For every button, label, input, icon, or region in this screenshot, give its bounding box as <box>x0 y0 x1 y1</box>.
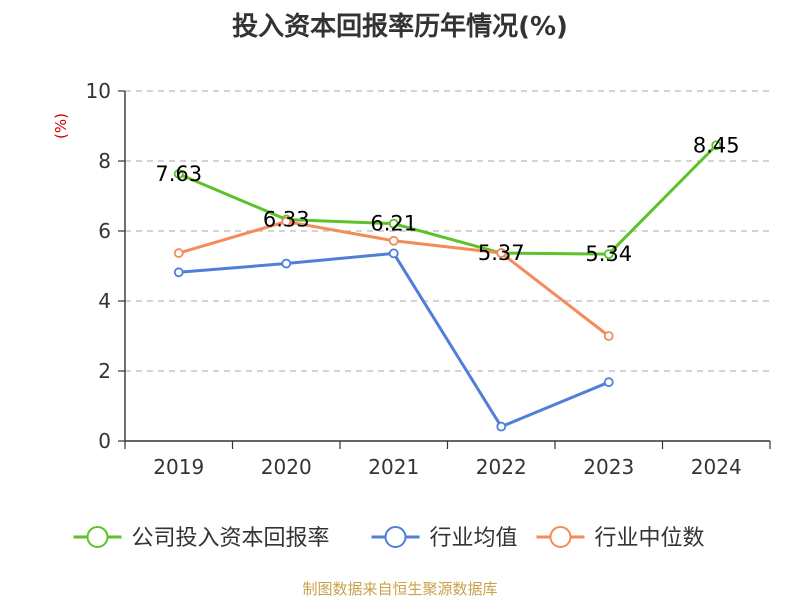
y-tick-label: 6 <box>98 219 111 243</box>
data-label: 6.21 <box>370 212 417 236</box>
legend-label: 公司投入资本回报率 <box>132 526 330 551</box>
y-tick-label: 10 <box>86 79 111 103</box>
legend-item-1[interactable]: 行业均值 <box>371 526 518 551</box>
data-point <box>388 235 399 246</box>
data-labels: 7.63 6.33 6.21 5.37 5.34 8.45 <box>155 133 739 266</box>
data-point <box>603 249 614 260</box>
data-point <box>603 331 614 341</box>
legend-marker <box>384 526 407 548</box>
series-line-1 <box>178 251 610 429</box>
data-point <box>173 267 184 278</box>
data-point <box>281 216 292 227</box>
y-axis-unit-label: (%) <box>52 113 70 139</box>
data-label: 7.63 <box>155 162 202 186</box>
x-tick-label: 2023 <box>583 455 634 479</box>
data-label: 6.33 <box>263 207 310 231</box>
data-point <box>496 248 507 258</box>
x-tick-label: 2020 <box>261 455 312 479</box>
data-point <box>173 248 184 258</box>
x-tick-label: 2022 <box>476 455 527 479</box>
data-label: 5.37 <box>478 241 525 265</box>
y-tick-label: 4 <box>98 289 111 313</box>
source-note: 制图数据来自恒生聚源数据库 <box>302 580 498 598</box>
grid-lines <box>125 90 770 372</box>
data-point <box>388 218 399 229</box>
series-line-0 <box>178 144 718 256</box>
data-point <box>711 140 722 151</box>
data-label: 8.45 <box>693 133 740 157</box>
y-tick-label: 8 <box>98 149 111 173</box>
data-point <box>603 377 614 388</box>
legend-item-0[interactable]: 公司投入资本回报率 <box>73 526 330 551</box>
legend[interactable]: 公司投入资本回报率 行业均值 行业中位数 <box>73 526 705 551</box>
x-tick-label: 2021 <box>368 455 419 479</box>
x-tick-label: 2019 <box>153 455 204 479</box>
data-label: 5.34 <box>585 242 632 266</box>
chart-title: 投入资本回报率历年情况(%) <box>232 12 568 42</box>
data-point <box>173 169 184 179</box>
axes: 0 2 4 6 8 10 2019 2020 2021 2022 2023 2024 <box>86 79 771 479</box>
legend-label: 行业均值 <box>430 526 518 551</box>
legend-marker <box>549 526 572 548</box>
y-tick-label: 0 <box>98 429 111 453</box>
data-point <box>388 248 399 259</box>
data-point <box>281 258 292 269</box>
data-point <box>496 421 507 432</box>
legend-marker <box>86 526 109 548</box>
y-tick-label: 2 <box>98 359 111 383</box>
legend-item-2[interactable]: 行业中位数 <box>536 526 705 551</box>
legend-label: 行业中位数 <box>595 526 705 551</box>
x-tick-label: 2024 <box>691 455 742 479</box>
series-lines <box>173 140 722 432</box>
